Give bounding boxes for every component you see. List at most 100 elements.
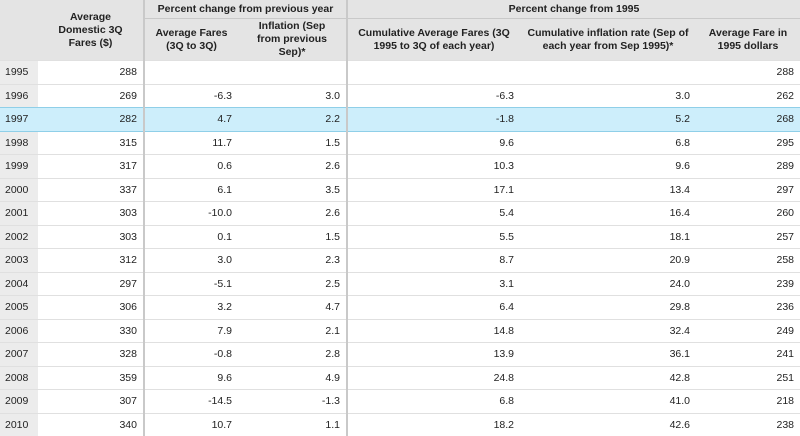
cum-inflation-cell: 41.0	[520, 390, 696, 414]
cum-inflation-cell: 16.4	[520, 202, 696, 226]
cum-inflation-cell: 29.8	[520, 296, 696, 320]
cum-fares-cell: 5.4	[347, 202, 520, 226]
column-header-fare-1995: Average Fare in 1995 dollars	[696, 19, 800, 61]
fare-1995-cell: 268	[696, 108, 800, 132]
year-cell: 2007	[0, 343, 38, 367]
fare-1995-cell: 218	[696, 390, 800, 414]
year-cell: 2003	[0, 249, 38, 273]
cum-fares-cell: 14.8	[347, 319, 520, 343]
inflation-cell: 2.1	[238, 319, 347, 343]
year-cell: 2000	[0, 178, 38, 202]
cum-inflation-cell: 20.9	[520, 249, 696, 273]
inflation-cell: 2.6	[238, 155, 347, 179]
cum-inflation-cell: 9.6	[520, 155, 696, 179]
cum-inflation-cell: 24.0	[520, 272, 696, 296]
avg-change-cell: -6.3	[144, 84, 238, 108]
fare-1995-cell: 295	[696, 131, 800, 155]
column-header-cum-inflation: Cumulative inflation rate (Sep of each y…	[520, 19, 696, 61]
inflation-cell: 3.0	[238, 84, 347, 108]
fare-cell: 330	[38, 319, 144, 343]
avg-change-cell: 9.6	[144, 366, 238, 390]
cum-fares-cell: 6.8	[347, 390, 520, 414]
year-cell: 2008	[0, 366, 38, 390]
avg-change-cell: 3.0	[144, 249, 238, 273]
cum-fares-cell: 10.3	[347, 155, 520, 179]
table-header: Average Domestic 3Q Fares ($) Percent ch…	[0, 0, 800, 61]
inflation-cell: 1.5	[238, 131, 347, 155]
column-header-avg-fare: Average Domestic 3Q Fares ($)	[38, 0, 144, 61]
year-cell: 2001	[0, 202, 38, 226]
inflation-cell: 1.5	[238, 225, 347, 249]
group-header-from-1995: Percent change from 1995	[347, 0, 800, 19]
cum-fares-cell	[347, 61, 520, 85]
year-cell: 2002	[0, 225, 38, 249]
cum-fares-cell: 6.4	[347, 296, 520, 320]
cum-fares-cell: -1.8	[347, 108, 520, 132]
year-cell: 2006	[0, 319, 38, 343]
year-cell: 2009	[0, 390, 38, 414]
fare-cell: 303	[38, 225, 144, 249]
fare-cell: 269	[38, 84, 144, 108]
year-cell: 1999	[0, 155, 38, 179]
fare-1995-cell: 236	[696, 296, 800, 320]
inflation-cell: 2.5	[238, 272, 347, 296]
cum-inflation-cell: 18.1	[520, 225, 696, 249]
fare-1995-cell: 262	[696, 84, 800, 108]
fare-cell: 359	[38, 366, 144, 390]
avg-change-cell: 3.2	[144, 296, 238, 320]
cum-fares-cell: 13.9	[347, 343, 520, 367]
year-cell: 1998	[0, 131, 38, 155]
fare-1995-cell: 241	[696, 343, 800, 367]
year-header-blank	[0, 0, 38, 61]
avg-change-cell	[144, 61, 238, 85]
cum-inflation-cell: 36.1	[520, 343, 696, 367]
cum-inflation-cell: 3.0	[520, 84, 696, 108]
year-cell: 1995	[0, 61, 38, 85]
avg-change-cell: 6.1	[144, 178, 238, 202]
fare-1995-cell: 289	[696, 155, 800, 179]
inflation-cell: -1.3	[238, 390, 347, 414]
cum-inflation-cell: 42.8	[520, 366, 696, 390]
year-cell: 1997	[0, 108, 38, 132]
cum-fares-cell: 24.8	[347, 366, 520, 390]
cum-inflation-cell: 13.4	[520, 178, 696, 202]
avg-change-cell: -14.5	[144, 390, 238, 414]
avg-change-cell: 0.6	[144, 155, 238, 179]
fare-1995-cell: 257	[696, 225, 800, 249]
fare-1995-cell: 258	[696, 249, 800, 273]
cum-inflation-cell: 5.2	[520, 108, 696, 132]
column-header-avg-change: Average Fares (3Q to 3Q)	[144, 19, 238, 61]
year-cell: 2004	[0, 272, 38, 296]
inflation-cell: 3.5	[238, 178, 347, 202]
cum-fares-cell: 8.7	[347, 249, 520, 273]
fare-cell: 306	[38, 296, 144, 320]
fare-cell: 337	[38, 178, 144, 202]
fare-cell: 282	[38, 108, 144, 132]
cum-inflation-cell	[520, 61, 696, 85]
avg-change-cell: 7.9	[144, 319, 238, 343]
column-header-inflation: Inflation (Sep from previous Sep)*	[238, 19, 347, 61]
cum-fares-cell: 17.1	[347, 178, 520, 202]
inflation-cell: 2.6	[238, 202, 347, 226]
cum-fares-cell: -6.3	[347, 84, 520, 108]
fare-cell: 303	[38, 202, 144, 226]
fare-cell: 315	[38, 131, 144, 155]
inflation-cell: 4.7	[238, 296, 347, 320]
fare-1995-cell: 288	[696, 61, 800, 85]
